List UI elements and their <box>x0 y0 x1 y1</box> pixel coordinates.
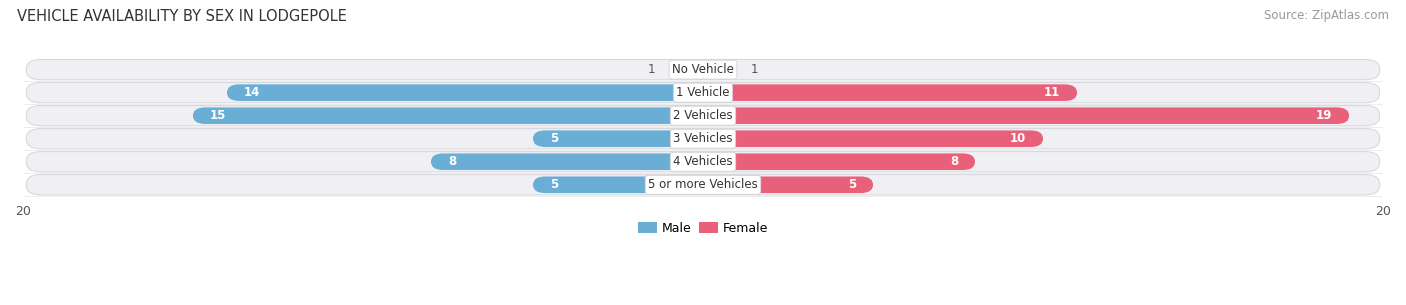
FancyBboxPatch shape <box>27 175 1379 195</box>
Text: 1 Vehicle: 1 Vehicle <box>676 86 730 99</box>
Text: 5: 5 <box>550 178 558 191</box>
FancyBboxPatch shape <box>27 129 1379 149</box>
FancyBboxPatch shape <box>27 83 1379 103</box>
Text: 8: 8 <box>449 155 456 168</box>
FancyBboxPatch shape <box>669 61 703 78</box>
Text: VEHICLE AVAILABILITY BY SEX IN LODGEPOLE: VEHICLE AVAILABILITY BY SEX IN LODGEPOLE <box>17 9 347 24</box>
Text: 5: 5 <box>848 178 856 191</box>
Text: 11: 11 <box>1043 86 1060 99</box>
Text: No Vehicle: No Vehicle <box>672 63 734 76</box>
Text: Source: ZipAtlas.com: Source: ZipAtlas.com <box>1264 9 1389 22</box>
Text: 5 or more Vehicles: 5 or more Vehicles <box>648 178 758 191</box>
Text: 19: 19 <box>1316 109 1331 122</box>
Text: 1: 1 <box>648 63 655 76</box>
Text: 10: 10 <box>1010 132 1026 145</box>
Text: 1: 1 <box>751 63 758 76</box>
Text: 2 Vehicles: 2 Vehicles <box>673 109 733 122</box>
FancyBboxPatch shape <box>703 107 1350 124</box>
Text: 5: 5 <box>550 132 558 145</box>
Legend: Male, Female: Male, Female <box>633 217 773 240</box>
FancyBboxPatch shape <box>703 153 974 170</box>
FancyBboxPatch shape <box>432 153 703 170</box>
FancyBboxPatch shape <box>226 84 703 101</box>
Text: 3 Vehicles: 3 Vehicles <box>673 132 733 145</box>
Text: 15: 15 <box>209 109 226 122</box>
Text: 14: 14 <box>245 86 260 99</box>
Text: 8: 8 <box>950 155 957 168</box>
Text: 4 Vehicles: 4 Vehicles <box>673 155 733 168</box>
FancyBboxPatch shape <box>533 131 703 147</box>
FancyBboxPatch shape <box>27 152 1379 172</box>
FancyBboxPatch shape <box>193 107 703 124</box>
FancyBboxPatch shape <box>703 177 873 193</box>
FancyBboxPatch shape <box>27 106 1379 126</box>
FancyBboxPatch shape <box>703 131 1043 147</box>
FancyBboxPatch shape <box>703 61 737 78</box>
FancyBboxPatch shape <box>533 177 703 193</box>
FancyBboxPatch shape <box>27 59 1379 80</box>
FancyBboxPatch shape <box>703 84 1077 101</box>
